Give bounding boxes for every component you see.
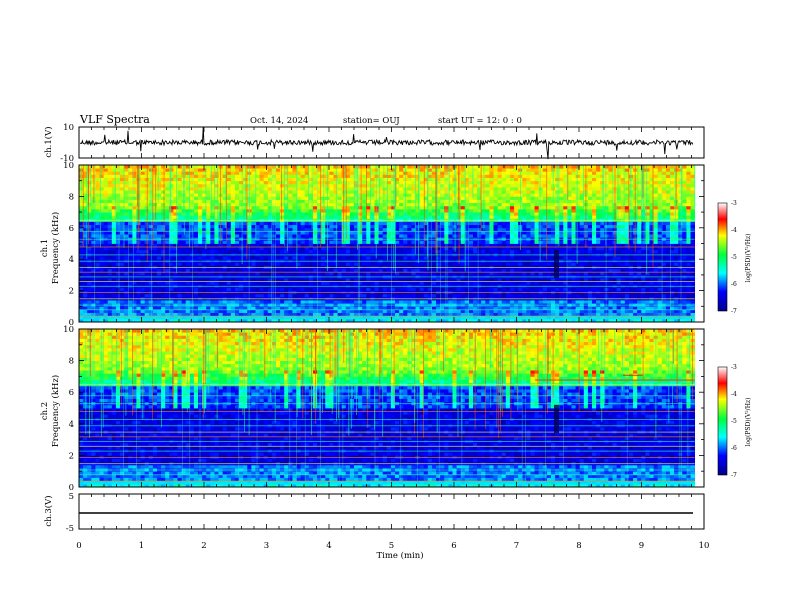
cb1-tick-4: -4: [731, 227, 737, 234]
time-axis-tick-labels: 0 1 2 3 4 5 6 7 8 9 10: [76, 541, 709, 551]
station-label: station= OUJ: [343, 116, 400, 126]
cb2-tick-4: -4: [731, 391, 737, 398]
freq-tick-label: 0: [69, 483, 74, 493]
ch1-spec-ylabel-channel: ch.1: [40, 239, 50, 257]
ch1-spectrogram-image: [79, 165, 696, 323]
x-tick-label: 6: [451, 541, 456, 551]
time-axis-ticks: [78, 127, 705, 529]
cb1-tick-6: -6: [731, 281, 737, 288]
x-tick-label: 2: [201, 541, 206, 551]
x-tick-label: 4: [326, 541, 331, 551]
cb1-tick-7: -7: [731, 308, 737, 315]
freq-tick-label: 2: [69, 287, 74, 297]
x-tick-label: 3: [264, 541, 269, 551]
x-tick-label: 1: [139, 541, 144, 551]
freq-tick-label: 10: [63, 161, 74, 171]
ch1-spectrogram-panel: 0 2 4 6 8 10 ch.1 Frequency (kHz): [40, 161, 705, 328]
date-label: Oct. 14, 2024: [250, 116, 308, 126]
ch1-colorbar: -3 -4 -5 -6 -7 log(PSD)(V²/Hz): [717, 200, 752, 315]
x-tick-label: 9: [639, 541, 644, 551]
freq-tick-label: 8: [69, 192, 74, 202]
ch1-ytick-bottom: -10: [60, 154, 74, 164]
cb2-tick-6: -6: [731, 445, 737, 452]
cb1-tick-3: -3: [731, 200, 737, 207]
start-time-label: start UT = 12: 0 : 0: [438, 116, 522, 126]
freq-tick-label: 10: [63, 325, 74, 335]
x-tick-label: 0: [76, 541, 81, 551]
ch1-waveform-panel: 10 -10 ch.1(V): [43, 123, 705, 164]
ch3-ylabel: ch.3(V): [43, 495, 54, 526]
ch2-spec-ylabel-channel: ch.2: [40, 402, 50, 420]
ch2-spec-ylabel-freq: Frequency (kHz): [50, 375, 61, 447]
ch1-ylabel: ch.1(V): [43, 126, 54, 157]
freq-tick-label: 6: [69, 224, 74, 234]
cb1-label: log(PSD)(V²/Hz): [745, 234, 752, 283]
time-axis-label: Time (min): [376, 550, 423, 561]
cb2-tick-7: -7: [731, 472, 737, 479]
ch3-ytick-top: 5: [69, 492, 74, 502]
ch1-ytick-top: 10: [63, 123, 74, 133]
cb2-tick-3: -3: [731, 364, 737, 371]
freq-tick-label: 8: [69, 357, 74, 367]
freq-tick-label: 4: [69, 255, 74, 265]
ch1-waveform-line: [79, 126, 694, 160]
freq-tick-label: 6: [69, 388, 74, 398]
cb2-tick-5: -5: [731, 418, 737, 425]
ch2-colorbar: -3 -4 -5 -6 -7 log(PSD)(V²/Hz): [717, 364, 752, 479]
x-tick-label: 5: [389, 541, 394, 551]
x-tick-label: 7: [514, 541, 519, 551]
ch3-ytick-bottom: -5: [66, 524, 74, 534]
freq-tick-label: 2: [69, 451, 74, 461]
x-tick-label: 10: [699, 541, 710, 551]
x-tick-label: 8: [576, 541, 581, 551]
chart-title: VLF Spectra: [79, 113, 150, 126]
ch2-spectrogram-panel: 0 2 4 6 8 10 ch.2 Frequency (kHz): [40, 325, 705, 493]
freq-tick-label: 4: [69, 420, 74, 430]
ch2-spectrogram-image: [79, 329, 696, 488]
cb2-label: log(PSD)(V²/Hz): [745, 398, 752, 447]
ch1-spec-ylabel-freq: Frequency (kHz): [50, 212, 61, 284]
cb1-tick-5: -5: [731, 254, 737, 261]
ch3-waveform-panel: 5 -5 ch.3(V): [43, 492, 705, 534]
freq-tick-label: 0: [69, 318, 74, 328]
